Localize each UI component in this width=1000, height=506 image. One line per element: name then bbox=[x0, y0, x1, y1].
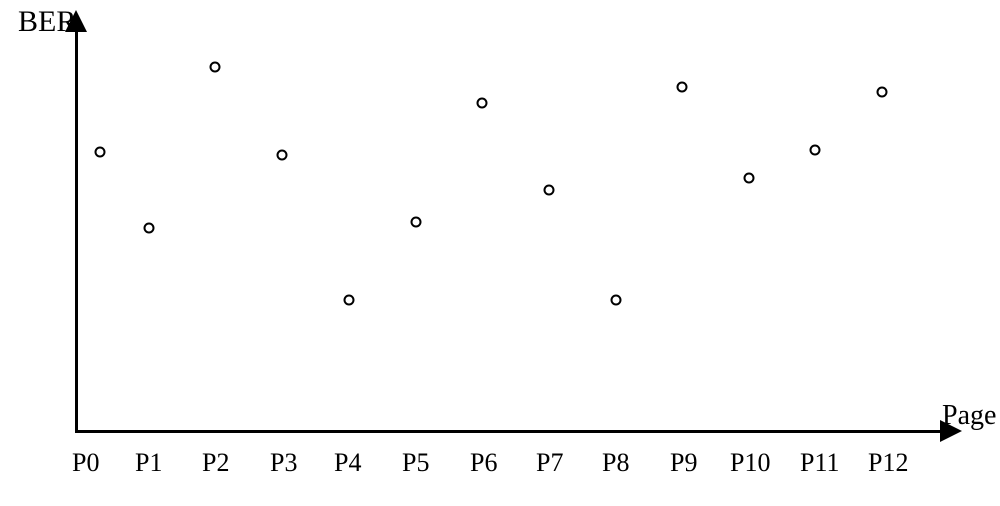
data-point bbox=[677, 82, 688, 93]
x-tick-label: P9 bbox=[670, 448, 697, 478]
data-point bbox=[411, 217, 422, 228]
x-tick-label: P3 bbox=[270, 448, 297, 478]
x-tick-label: P6 bbox=[470, 448, 497, 478]
x-tick-label: P1 bbox=[135, 448, 162, 478]
x-tick-label: P10 bbox=[730, 448, 770, 478]
x-tick-label: P2 bbox=[202, 448, 229, 478]
data-point bbox=[611, 295, 622, 306]
x-tick-label: P0 bbox=[72, 448, 99, 478]
data-point bbox=[144, 223, 155, 234]
data-point bbox=[344, 295, 355, 306]
x-tick-label: P8 bbox=[602, 448, 629, 478]
data-point bbox=[95, 147, 106, 158]
y-axis-line bbox=[75, 20, 78, 430]
x-axis-line bbox=[75, 430, 945, 433]
x-tick-label: P7 bbox=[536, 448, 563, 478]
data-point bbox=[477, 98, 488, 109]
data-point bbox=[744, 173, 755, 184]
ber-vs-page-scatter-chart: BER Page P0 P1 P2 P3 P4 P5 P6 P7 P8 P9 P… bbox=[0, 0, 1000, 506]
data-point bbox=[544, 185, 555, 196]
x-tick-label: P5 bbox=[402, 448, 429, 478]
data-point bbox=[210, 62, 221, 73]
y-axis-arrowhead bbox=[65, 10, 87, 32]
x-tick-label: P12 bbox=[868, 448, 908, 478]
x-tick-label: P4 bbox=[334, 448, 361, 478]
x-axis-label: Page bbox=[942, 400, 996, 432]
data-point bbox=[277, 150, 288, 161]
x-tick-label: P11 bbox=[800, 448, 840, 478]
data-point bbox=[810, 145, 821, 156]
data-point bbox=[877, 87, 888, 98]
